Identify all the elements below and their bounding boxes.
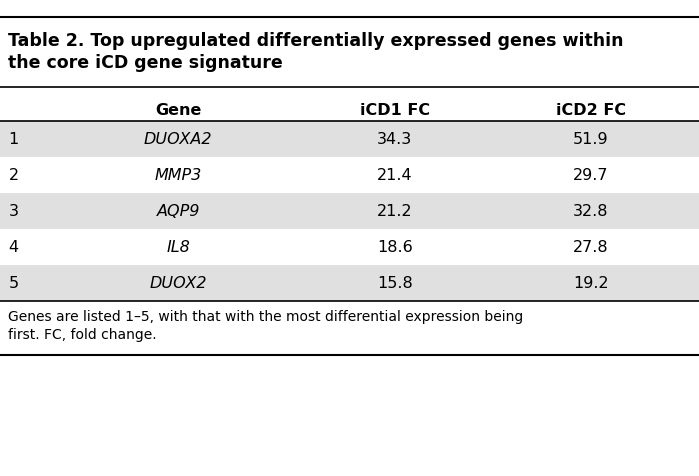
Text: DUOX2: DUOX2	[150, 276, 207, 291]
Text: MMP3: MMP3	[154, 168, 202, 183]
Text: 3: 3	[8, 204, 18, 219]
Text: Gene: Gene	[155, 103, 201, 118]
Text: the core iCD gene signature: the core iCD gene signature	[8, 54, 283, 72]
Text: Table 2. Top upregulated differentially expressed genes within: Table 2. Top upregulated differentially …	[8, 32, 624, 50]
Text: 34.3: 34.3	[377, 132, 412, 147]
Bar	[0, 266, 699, 301]
Text: 19.2: 19.2	[573, 276, 608, 291]
Text: 51.9: 51.9	[573, 132, 608, 147]
Text: 15.8: 15.8	[377, 276, 413, 291]
Text: 18.6: 18.6	[377, 240, 413, 255]
Text: 21.4: 21.4	[377, 168, 412, 183]
Text: 27.8: 27.8	[573, 240, 608, 255]
Text: DUOXA2: DUOXA2	[144, 132, 212, 147]
Text: 5: 5	[8, 276, 18, 291]
Text: 32.8: 32.8	[573, 204, 608, 219]
Text: Genes are listed 1–5, with that with the most differential expression being: Genes are listed 1–5, with that with the…	[8, 309, 524, 323]
Text: 2: 2	[8, 168, 18, 183]
Text: IL8: IL8	[166, 240, 190, 255]
Text: AQP9: AQP9	[157, 204, 200, 219]
Text: 4: 4	[8, 240, 18, 255]
Text: iCD1 FC: iCD1 FC	[360, 103, 430, 118]
Bar	[0, 122, 699, 158]
Text: first. FC, fold change.: first. FC, fold change.	[8, 327, 157, 341]
Text: 29.7: 29.7	[573, 168, 608, 183]
Text: iCD2 FC: iCD2 FC	[556, 103, 626, 118]
Text: 1: 1	[8, 132, 19, 147]
Text: 21.2: 21.2	[377, 204, 412, 219]
Bar	[0, 194, 699, 229]
